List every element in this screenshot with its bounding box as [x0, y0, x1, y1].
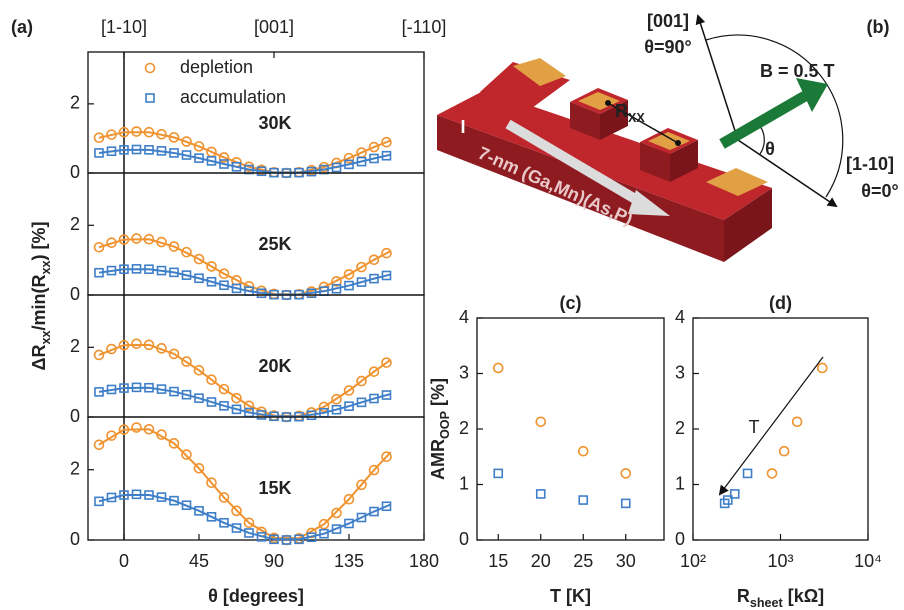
plot-frame	[88, 417, 424, 540]
subscript: XX	[628, 111, 645, 125]
point	[621, 469, 630, 478]
angle-label: θ=0°	[861, 181, 898, 201]
point	[818, 363, 827, 372]
x-tick-label: 0	[119, 551, 129, 571]
x-axis-label: θ [degrees]	[208, 586, 304, 606]
label-part: ) [%]	[29, 222, 49, 261]
point	[132, 339, 141, 348]
label-part: [kΩ]	[783, 586, 824, 606]
x-tick-label: 45	[189, 551, 209, 571]
point	[132, 423, 141, 432]
x-tick-label: 25	[573, 551, 593, 571]
y-tick-label: 0	[70, 284, 80, 304]
panel-condition: 30K	[258, 113, 291, 133]
point	[622, 499, 630, 507]
panel-condition: 25K	[258, 234, 291, 254]
point	[494, 363, 503, 372]
y-tick-label: 2	[70, 458, 80, 478]
y-tick-label: 4	[675, 307, 685, 327]
y-axis-label: AMROOP [%]	[428, 378, 453, 480]
label-part: [%]	[428, 378, 448, 411]
y-tick-label: 2	[70, 214, 80, 234]
y-tick-label: 1	[675, 473, 685, 493]
y-tick-label: 2	[70, 93, 80, 113]
y-tick-label: 2	[70, 336, 80, 356]
panel-label: (c)	[560, 293, 582, 313]
legend-label: depletion	[180, 57, 253, 77]
x-tick-label: 180	[409, 551, 439, 571]
point	[780, 447, 789, 456]
angle-label: θ=90°	[644, 37, 691, 57]
y-tick-label: 1	[459, 473, 469, 493]
point	[744, 469, 752, 477]
subscript: OOP	[438, 411, 452, 439]
device	[437, 16, 843, 262]
axis-label: [1-10]	[846, 154, 894, 174]
point	[768, 469, 777, 478]
figure: (b) [001] θ=90° B = 0.5 T θ [1-10] θ=0° …	[0, 0, 904, 610]
x-axis-label: Rsheet [kΩ]	[737, 586, 824, 610]
panel-label: (b)	[867, 17, 890, 37]
y-tick-label: 0	[70, 529, 80, 549]
legend-marker	[146, 64, 155, 73]
x-axis-label: T [K]	[550, 586, 591, 606]
label-part: AMR	[428, 439, 448, 480]
x-tick-label: 135	[334, 551, 364, 571]
y-tick-label: 0	[70, 162, 80, 182]
angle-symbol: θ	[765, 139, 775, 159]
point	[537, 490, 545, 498]
x-tick-label: 10³	[767, 551, 793, 571]
subscript: xx	[39, 331, 53, 345]
panel-condition: 20K	[258, 356, 291, 376]
point	[536, 417, 545, 426]
legend-marker	[146, 94, 154, 102]
x-tick-label: 30	[616, 551, 636, 571]
subscript: sheet	[750, 596, 784, 610]
y-tick-label: 0	[459, 529, 469, 549]
plot-frame	[693, 318, 868, 540]
subscript: xx	[39, 261, 53, 275]
legend-label: accumulation	[180, 87, 286, 107]
point	[579, 496, 587, 504]
label-part: R	[615, 101, 628, 121]
x-tick-label: 10⁴	[854, 551, 882, 571]
y-tick-label: 4	[459, 307, 469, 327]
x2-tick-label: [-110]	[402, 17, 447, 37]
y-tick-label: 3	[459, 362, 469, 382]
panel-label: (a)	[11, 17, 33, 37]
x2-tick-label: [001]	[254, 17, 294, 37]
x-tick-label: 20	[531, 551, 551, 571]
point	[579, 447, 588, 456]
y-tick-label: 0	[70, 406, 80, 426]
panel-condition: 15K	[258, 478, 291, 498]
y-axis-label: ΔRxx/min(Rxx) [%]	[29, 222, 54, 371]
label-part: R	[737, 586, 750, 606]
label-part: /min(R	[29, 275, 49, 331]
plot-frame	[477, 318, 664, 540]
field-label: B = 0.5 T	[760, 61, 835, 81]
x-tick-label: 90	[264, 551, 284, 571]
x-tick-label: 10²	[680, 551, 706, 571]
x2-tick-label: [1-10]	[101, 17, 147, 37]
y-tick-label: 2	[675, 418, 685, 438]
current-label: I	[460, 117, 465, 137]
panel-label: (d)	[769, 293, 792, 313]
point	[793, 417, 802, 426]
x-tick-label: 15	[488, 551, 508, 571]
trend-arrow	[720, 357, 823, 494]
axis-label: [001]	[647, 11, 689, 31]
label-part: ΔR	[29, 345, 49, 371]
y-tick-label: 2	[459, 418, 469, 438]
y-tick-label: 3	[675, 362, 685, 382]
annotation: T	[749, 417, 760, 437]
point	[494, 469, 502, 477]
y-tick-label: 0	[675, 529, 685, 549]
